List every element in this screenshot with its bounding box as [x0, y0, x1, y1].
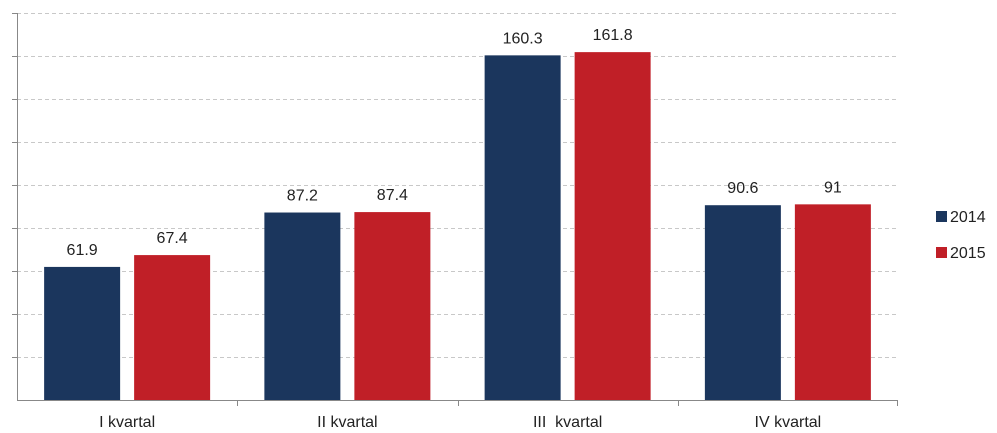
x-tick-label: I kvartal — [99, 414, 155, 431]
axes: I kvartal II kvartal III kvartal IV kvartal — [12, 13, 898, 431]
x-tick-label: II kvartal — [317, 414, 377, 431]
legend-swatch-2015 — [936, 247, 947, 258]
data-label-2015-4: 91 — [824, 179, 842, 196]
data-label-2014-1: 61.9 — [67, 242, 98, 259]
data-label-2015-2: 87.4 — [377, 187, 408, 204]
bar-2014-2 — [264, 212, 341, 400]
bar-2014-1 — [44, 266, 121, 400]
bar-2015-3 — [574, 52, 651, 400]
legend-swatch-2014 — [936, 211, 947, 222]
bar-2015-1 — [134, 255, 211, 400]
x-tick-label: III kvartal — [533, 414, 602, 431]
legend-label-2015: 2015 — [950, 245, 986, 262]
bar-2015-4 — [794, 204, 871, 400]
data-label-2015-1: 67.4 — [157, 230, 188, 247]
data-labels: 61.9 67.4 87.2 87.4 160.3 161.8 90.6 91 — [67, 27, 842, 259]
bar-2014-4 — [704, 205, 781, 400]
legend-label-2014: 2014 — [950, 209, 986, 226]
bars — [44, 52, 871, 400]
x-tick-label: IV kvartal — [755, 414, 822, 431]
data-label-2014-4: 90.6 — [727, 180, 758, 197]
data-label-2014-2: 87.2 — [287, 188, 318, 205]
bar-2015-2 — [354, 212, 431, 400]
bar-2014-3 — [484, 55, 561, 400]
data-label-2014-3: 160.3 — [503, 30, 543, 47]
data-label-2015-3: 161.8 — [593, 27, 633, 44]
legend: 2014 2015 — [936, 209, 986, 262]
